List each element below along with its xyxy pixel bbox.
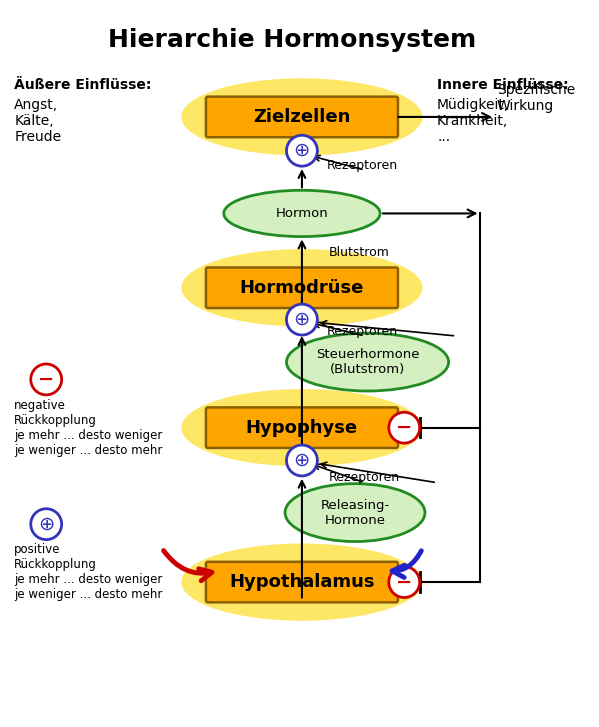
Text: ⊕: ⊕ xyxy=(294,310,310,329)
Circle shape xyxy=(286,304,317,335)
FancyBboxPatch shape xyxy=(206,562,398,603)
Circle shape xyxy=(286,445,317,476)
Text: Spezifische
Wirkung: Spezifische Wirkung xyxy=(497,83,575,113)
Text: negative
Rückkopplung
je mehr ... desto weniger
je weniger ... desto mehr: negative Rückkopplung je mehr ... desto … xyxy=(14,398,163,457)
Text: Steuerhormone
(Blutstrom): Steuerhormone (Blutstrom) xyxy=(316,348,419,376)
Text: Hypothalamus: Hypothalamus xyxy=(229,573,375,591)
Circle shape xyxy=(31,364,62,395)
Text: ⊕: ⊕ xyxy=(294,141,310,160)
Circle shape xyxy=(389,566,420,598)
FancyBboxPatch shape xyxy=(206,97,398,137)
Text: Innere Einflüsse:: Innere Einflüsse: xyxy=(437,79,568,92)
Text: Rezeptoren: Rezeptoren xyxy=(327,158,398,172)
Text: Hierarchie Hormonsystem: Hierarchie Hormonsystem xyxy=(108,28,476,52)
Text: Rezeptoren: Rezeptoren xyxy=(329,471,400,484)
FancyBboxPatch shape xyxy=(206,268,398,308)
Circle shape xyxy=(286,135,317,166)
FancyArrowPatch shape xyxy=(392,551,421,577)
FancyBboxPatch shape xyxy=(206,407,398,448)
Text: ⊕: ⊕ xyxy=(38,515,55,534)
Text: positive
Rückkopplung
je mehr ... desto weniger
je weniger ... desto mehr: positive Rückkopplung je mehr ... desto … xyxy=(14,544,163,601)
Ellipse shape xyxy=(181,389,422,466)
Text: −: − xyxy=(38,370,55,389)
Text: Rezeptoren: Rezeptoren xyxy=(327,325,398,337)
Ellipse shape xyxy=(285,483,425,542)
FancyArrowPatch shape xyxy=(164,550,212,581)
Text: −: − xyxy=(396,573,413,592)
Text: Zielzellen: Zielzellen xyxy=(253,108,350,126)
Circle shape xyxy=(389,412,420,443)
Ellipse shape xyxy=(181,79,422,156)
Text: Blutstrom: Blutstrom xyxy=(329,246,390,259)
Text: Müdigkeit,
Krankheit,
...: Müdigkeit, Krankheit, ... xyxy=(437,97,509,144)
Text: ⊕: ⊕ xyxy=(294,451,310,470)
Text: Hypophyse: Hypophyse xyxy=(246,419,358,437)
Text: Hormodrüse: Hormodrüse xyxy=(240,278,364,297)
Text: Äußere Einflüsse:: Äußere Einflüsse: xyxy=(14,79,152,92)
Circle shape xyxy=(31,509,62,539)
Ellipse shape xyxy=(181,249,422,326)
Ellipse shape xyxy=(286,333,449,391)
Text: Releasing-
Hormone: Releasing- Hormone xyxy=(320,499,389,526)
Text: −: − xyxy=(396,418,413,437)
Ellipse shape xyxy=(224,190,380,236)
Text: Angst,
Kälte,
Freude: Angst, Kälte, Freude xyxy=(14,97,62,144)
Text: Hormon: Hormon xyxy=(276,207,328,220)
Ellipse shape xyxy=(181,544,422,621)
